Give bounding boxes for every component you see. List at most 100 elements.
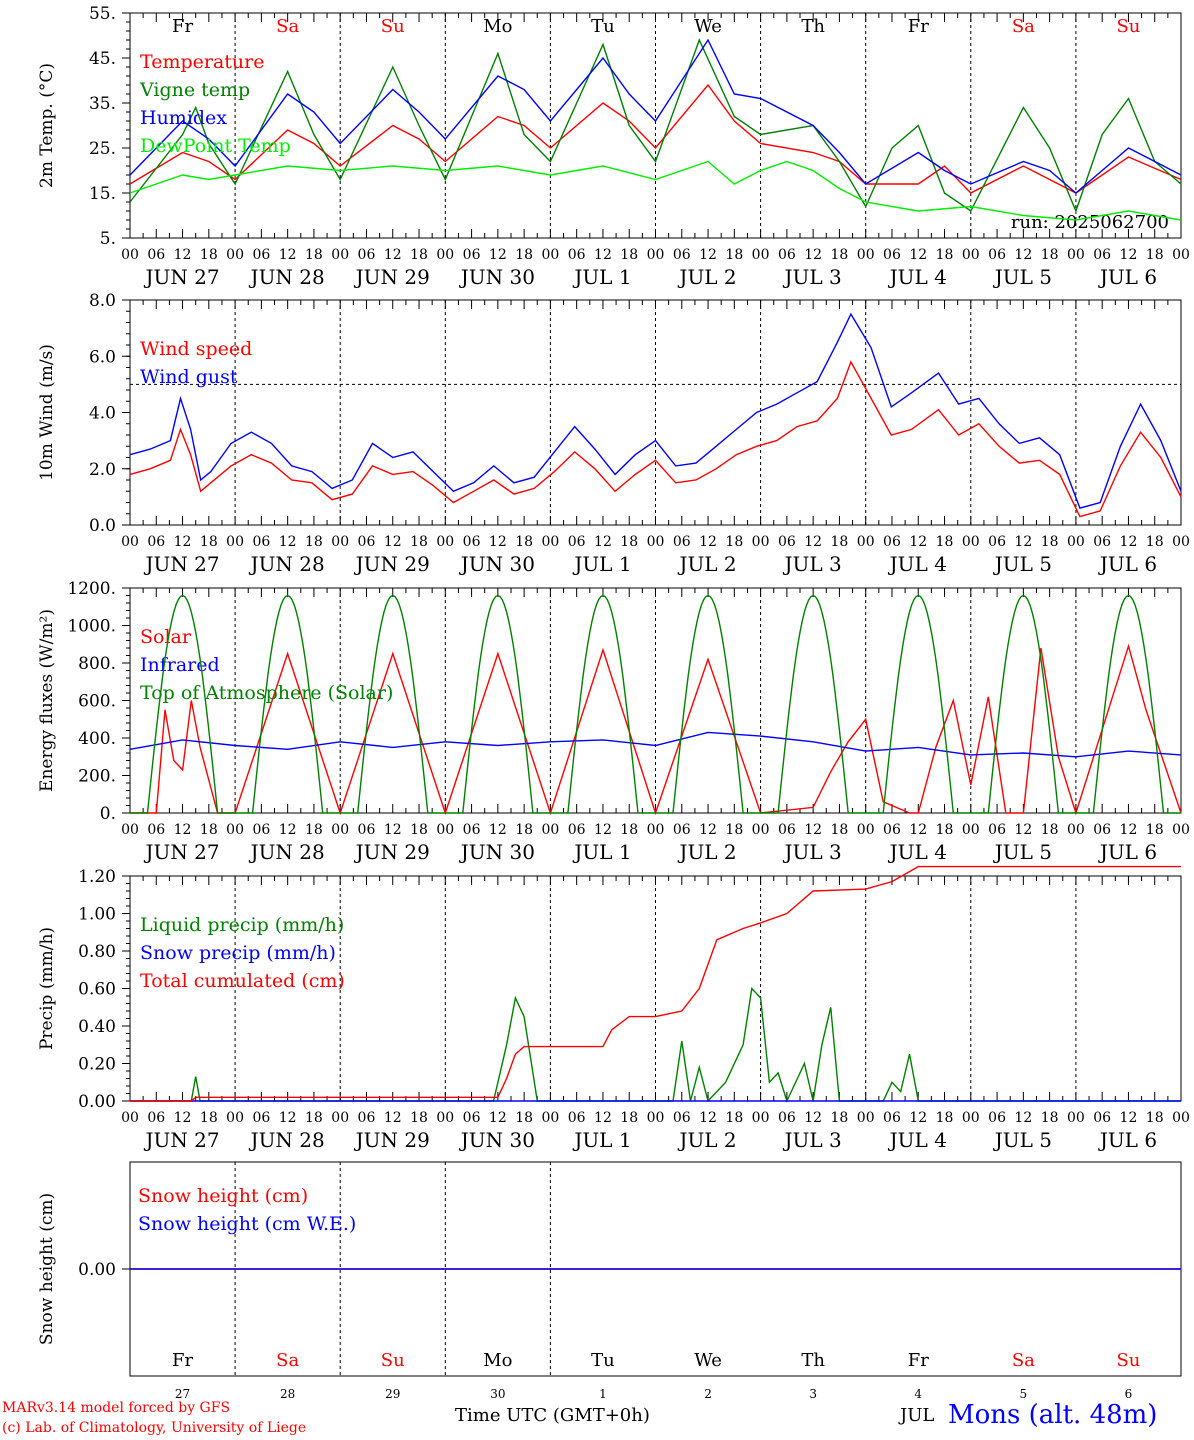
x-hour-label: 12 xyxy=(279,534,297,550)
x-hour-label: 18 xyxy=(410,1110,428,1126)
x-date-label: JUN 27 xyxy=(143,1128,219,1152)
x-hour-label: 06 xyxy=(1093,1110,1111,1126)
y-tick-label: 1200. xyxy=(67,579,116,599)
y-axis-label: Precip (mm/h) xyxy=(37,927,57,1050)
x-hour-label: 18 xyxy=(410,822,428,838)
y-tick-label: 45. xyxy=(89,49,116,69)
x-hour-label: 18 xyxy=(515,822,533,838)
x-hour-label: 18 xyxy=(831,822,849,838)
x-hour-label: 18 xyxy=(515,1110,533,1126)
x-hour-label: 18 xyxy=(831,247,849,263)
legend-entry: Liquid precip (mm/h) xyxy=(140,914,344,936)
x-hour-label: 18 xyxy=(305,534,323,550)
x-hour-label: 12 xyxy=(279,247,297,263)
day-name-label: Sa xyxy=(276,1350,299,1371)
y-axis-label: 2m Temp. (°C) xyxy=(37,63,57,188)
legend-entry: Solar xyxy=(140,626,192,648)
x-hour-label: 18 xyxy=(936,247,954,263)
x-hour-label: 18 xyxy=(1041,534,1059,550)
day-name-label: We xyxy=(694,1350,722,1371)
x-date-label: JUL 1 xyxy=(572,552,631,576)
legend-entry: Vigne temp xyxy=(139,79,250,101)
x-hour-label: 12 xyxy=(909,1110,927,1126)
x-date-label: JUN 28 xyxy=(249,265,325,289)
x-date-label: JUN 28 xyxy=(249,552,325,576)
x-date-label: JUL 6 xyxy=(1098,840,1157,864)
station-label: Mons (alt. 48m) xyxy=(948,1400,1158,1430)
x-hour-label: 18 xyxy=(1041,822,1059,838)
y-axis-label: Energy fluxes (W/m²) xyxy=(37,609,57,792)
x-date-label: JUL 6 xyxy=(1098,1128,1157,1152)
x-hour-label: 12 xyxy=(804,822,822,838)
x-hour-label: 12 xyxy=(909,247,927,263)
day-name-label: Th xyxy=(801,16,825,37)
x-hour-label: 18 xyxy=(1146,534,1164,550)
x-hour-label: 12 xyxy=(594,247,612,263)
x-hour-label: 12 xyxy=(1120,534,1138,550)
x-hour-label: 00 xyxy=(226,247,244,263)
x-hour-label: 12 xyxy=(384,534,402,550)
x-hour-label: 18 xyxy=(620,1110,638,1126)
x-hour-label: 06 xyxy=(147,247,165,263)
x-date-label: JUN 30 xyxy=(459,1128,535,1152)
day-name-label: Su xyxy=(381,1350,405,1371)
month-label: JUL xyxy=(900,1405,935,1426)
x-hour-label: 00 xyxy=(857,822,875,838)
x-hour-label: 00 xyxy=(962,1110,980,1126)
x-hour-label: 18 xyxy=(831,534,849,550)
x-hour-label: 18 xyxy=(305,247,323,263)
legend-entry: Snow precip (mm/h) xyxy=(140,942,336,964)
x-date-label: JUN 29 xyxy=(354,265,430,289)
y-tick-label: 200. xyxy=(78,767,116,787)
day-number-label: 27 xyxy=(175,1387,190,1401)
x-hour-label: 12 xyxy=(1120,822,1138,838)
x-hour-label: 00 xyxy=(1172,822,1190,838)
x-hour-label: 06 xyxy=(252,1110,270,1126)
y-tick-label: 35. xyxy=(89,94,116,114)
legend-entry: Temperature xyxy=(140,51,264,73)
x-hour-label: 12 xyxy=(1014,534,1032,550)
x-hour-label: 06 xyxy=(358,247,376,263)
day-name-label: Fr xyxy=(908,1350,929,1371)
x-date-label: JUL 2 xyxy=(677,552,736,576)
y-tick-label: 2.0 xyxy=(89,460,116,480)
legend-entry: Infrared xyxy=(140,654,220,676)
x-hour-label: 18 xyxy=(305,822,323,838)
x-hour-label: 00 xyxy=(1067,247,1085,263)
x-date-label: JUN 30 xyxy=(459,552,535,576)
x-hour-label: 18 xyxy=(620,534,638,550)
x-hour-label: 00 xyxy=(331,822,349,838)
x-hour-label: 12 xyxy=(1120,247,1138,263)
x-hour-label: 12 xyxy=(804,534,822,550)
x-hour-label: 06 xyxy=(1093,247,1111,263)
x-hour-label: 06 xyxy=(568,247,586,263)
x-hour-label: 00 xyxy=(752,247,770,263)
x-hour-label: 06 xyxy=(673,822,691,838)
y-tick-label: 4.0 xyxy=(89,404,116,424)
x-hour-label: 12 xyxy=(699,822,717,838)
x-hour-label: 12 xyxy=(909,822,927,838)
x-hour-label: 12 xyxy=(699,534,717,550)
day-name-label: Sa xyxy=(276,16,299,37)
x-date-label: JUL 4 xyxy=(888,265,947,289)
x-hour-label: 12 xyxy=(594,1110,612,1126)
x-hour-label: 18 xyxy=(1041,1110,1059,1126)
x-hour-label: 12 xyxy=(594,534,612,550)
y-tick-label: 0.60 xyxy=(78,980,116,1000)
x-hour-label: 00 xyxy=(1067,822,1085,838)
x-hour-label: 18 xyxy=(936,534,954,550)
x-date-label: JUL 3 xyxy=(783,1128,842,1152)
x-date-label: JUN 30 xyxy=(459,840,535,864)
series-line-2 xyxy=(129,38,1182,213)
x-date-label: JUL 4 xyxy=(888,1128,947,1152)
x-hour-label: 06 xyxy=(778,1110,796,1126)
legend-entry: Wind gust xyxy=(140,366,238,388)
x-hour-label: 12 xyxy=(384,247,402,263)
series-line-1 xyxy=(129,83,1182,194)
x-hour-label: 18 xyxy=(1146,247,1164,263)
x-hour-label: 06 xyxy=(883,822,901,838)
x-hour-label: 06 xyxy=(988,1110,1006,1126)
x-date-label: JUL 5 xyxy=(993,265,1052,289)
x-hour-label: 18 xyxy=(515,534,533,550)
x-date-label: JUL 3 xyxy=(783,840,842,864)
